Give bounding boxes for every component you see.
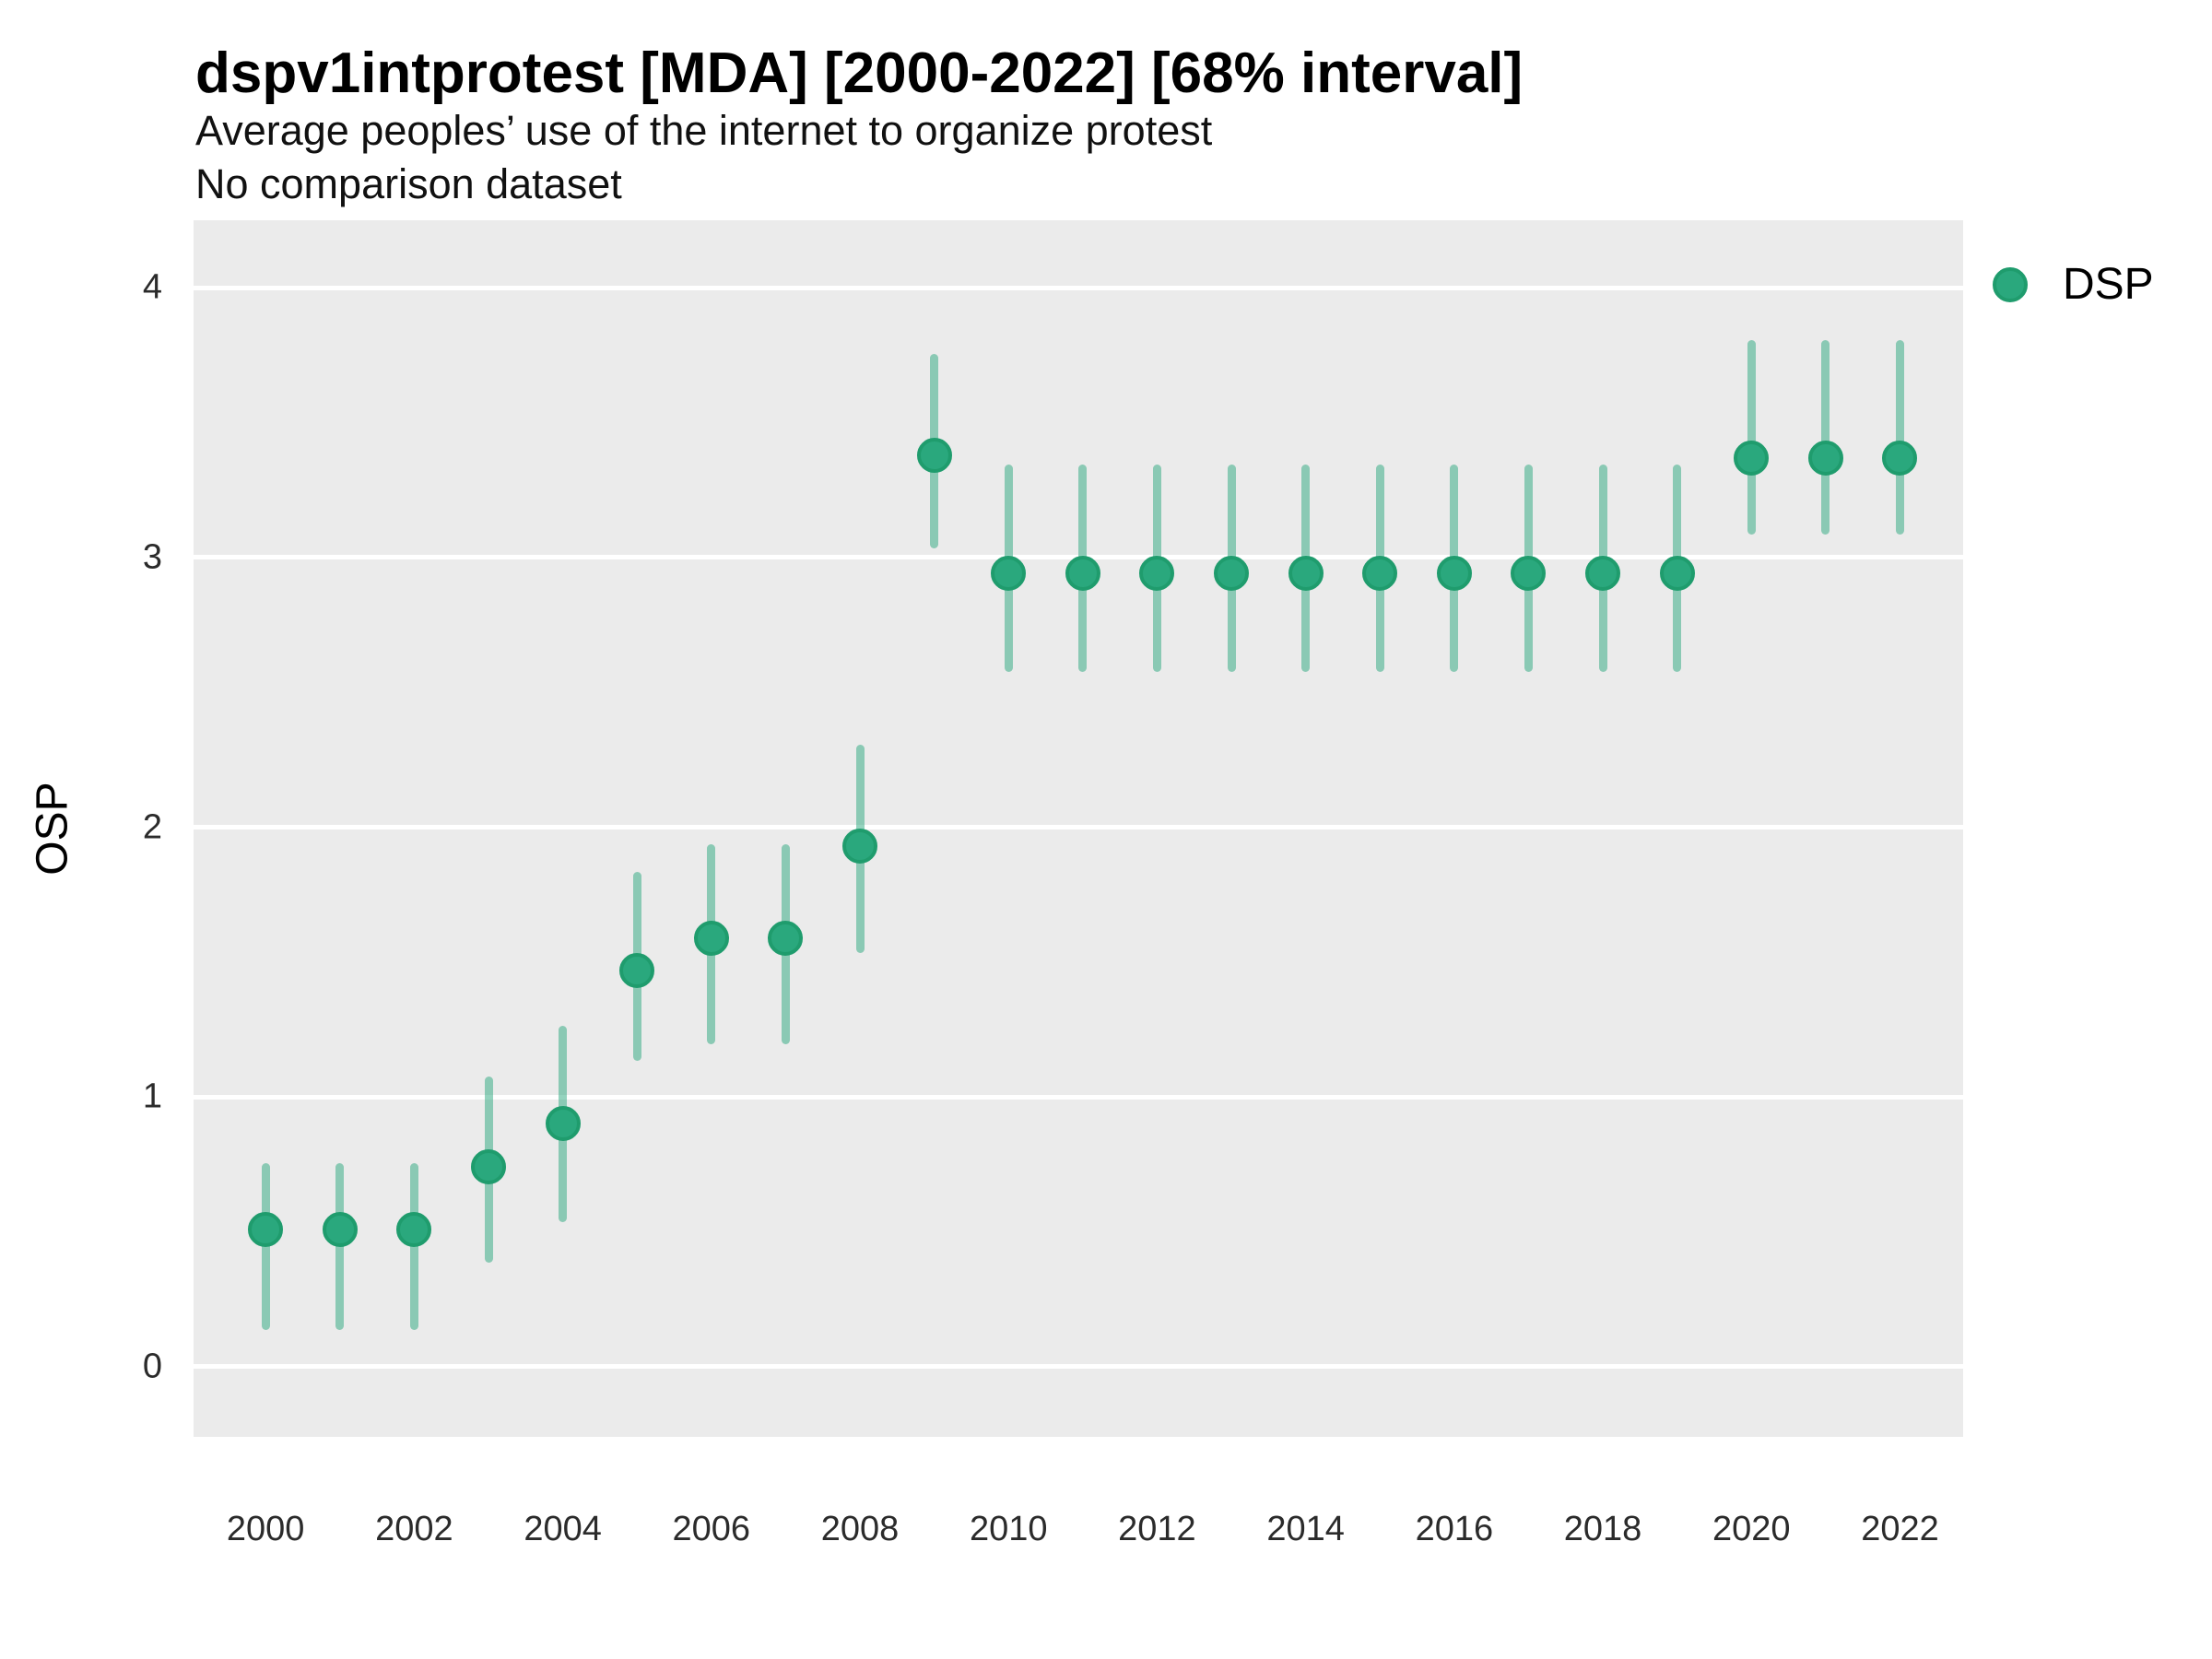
interval-2001 (335, 1162, 345, 1331)
y-tick-label-1: 1 (142, 1077, 162, 1116)
chart-title: dspv1intprotest [MDA] [2000-2022] [68% i… (195, 41, 1524, 105)
point-2013 (1214, 556, 1250, 592)
interval-2000 (261, 1162, 270, 1331)
point-2006 (693, 920, 729, 956)
point-2021 (1807, 440, 1843, 476)
y-tick-label-4: 4 (142, 267, 162, 307)
point-2005 (619, 952, 655, 988)
x-tick-label-2022: 2022 (1861, 1510, 1939, 1548)
x-tick-label-2012: 2012 (1118, 1510, 1196, 1548)
interval-2020 (1747, 340, 1756, 535)
y-tick-label-2: 2 (142, 807, 162, 847)
legend-label: DSP (2063, 260, 2154, 309)
point-2020 (1734, 440, 1770, 476)
x-tick-label-2020: 2020 (1712, 1510, 1791, 1548)
y-gridline-4 (194, 285, 1963, 290)
point-2015 (1362, 556, 1398, 592)
chart-note: No comparison dataset (195, 160, 622, 207)
x-tick-label-2016: 2016 (1415, 1510, 1494, 1548)
x-tick-label-2018: 2018 (1563, 1510, 1642, 1548)
point-2002 (396, 1211, 432, 1247)
point-2019 (1659, 556, 1695, 592)
legend-marker-icon (1993, 266, 2028, 302)
point-2017 (1511, 556, 1547, 592)
point-2001 (322, 1211, 358, 1247)
point-2000 (248, 1211, 284, 1247)
point-2014 (1288, 556, 1324, 592)
point-2004 (545, 1106, 581, 1142)
interval-2002 (409, 1162, 418, 1331)
x-tick-label-2008: 2008 (820, 1510, 900, 1548)
point-2003 (471, 1149, 506, 1185)
x-tick-label-2004: 2004 (524, 1510, 602, 1548)
point-2018 (1585, 556, 1621, 592)
legend: DSP (1993, 259, 2154, 310)
plot-panel (194, 220, 1963, 1437)
x-tick-label-2010: 2010 (969, 1510, 1048, 1548)
y-tick-label-3: 3 (142, 537, 162, 577)
interval-2021 (1821, 340, 1830, 535)
x-tick-label-2002: 2002 (375, 1510, 453, 1548)
chart-subtitle: Average peoples’ use of the internet to … (195, 107, 1213, 154)
point-2009 (916, 437, 952, 473)
point-2012 (1139, 556, 1175, 592)
y-gridline-1 (194, 1094, 1963, 1100)
point-2011 (1065, 556, 1100, 592)
y-gridline-2 (194, 825, 1963, 830)
x-tick-label-2000: 2000 (226, 1510, 305, 1548)
point-2022 (1882, 440, 1918, 476)
point-2007 (768, 920, 804, 956)
x-tick-label-2006: 2006 (672, 1510, 751, 1548)
point-2016 (1436, 556, 1472, 592)
point-2010 (991, 556, 1027, 592)
point-2008 (842, 829, 878, 865)
y-gridline-0 (194, 1364, 1963, 1370)
y-tick-label-0: 0 (142, 1347, 162, 1386)
interval-2022 (1895, 340, 1904, 535)
x-tick-label-2014: 2014 (1266, 1510, 1345, 1548)
